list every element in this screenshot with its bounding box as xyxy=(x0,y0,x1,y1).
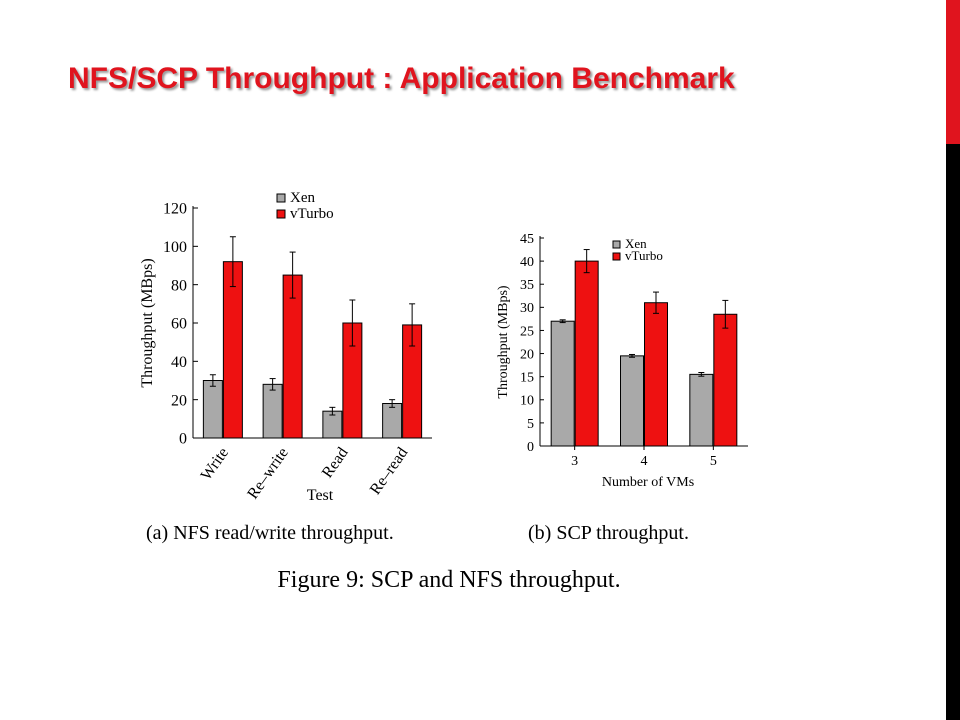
y-tick-label: 0 xyxy=(527,440,534,455)
y-tick-label: 30 xyxy=(520,301,534,316)
y-tick-label: 45 xyxy=(520,232,534,247)
y-tick-label: 10 xyxy=(520,394,534,409)
slide-title: NFS/SCP Throughput : Application Benchma… xyxy=(68,62,735,95)
y-axis-label: Throughput (MBps) xyxy=(496,285,511,399)
x-tick-label: 5 xyxy=(710,454,717,469)
x-axis-label: Test xyxy=(307,487,334,504)
y-tick-label: 35 xyxy=(520,278,534,293)
y-tick-label: 40 xyxy=(171,354,187,371)
bar-xen-1 xyxy=(620,355,644,447)
x-axis-label: Number of VMs xyxy=(602,475,694,490)
x-tick-label: 3 xyxy=(571,454,578,469)
legend-label-vturbo: vTurbo xyxy=(625,248,663,263)
y-axis-label: Throughput (MBps) xyxy=(139,258,156,387)
y-tick-label: 120 xyxy=(163,201,187,218)
legend-swatch-xen xyxy=(276,193,286,203)
legend-swatch-vturbo xyxy=(612,252,621,261)
y-tick-label: 5 xyxy=(527,417,534,432)
legend-label-vturbo: vTurbo xyxy=(290,206,334,222)
bar-xen-0 xyxy=(550,320,575,447)
legend-label-xen: Xen xyxy=(625,236,647,251)
legend-label-xen: Xen xyxy=(290,190,315,206)
bar-vturbo-0 xyxy=(574,260,599,447)
y-tick-label: 60 xyxy=(171,316,187,333)
caption-b: (b) SCP throughput. xyxy=(528,522,689,544)
y-tick-label: 20 xyxy=(171,392,187,409)
y-tick-label: 20 xyxy=(520,347,534,362)
caption-a: (a) NFS read/write throughput. xyxy=(146,522,394,544)
sidebar-accent-black xyxy=(946,144,960,720)
y-tick-label: 25 xyxy=(520,324,534,339)
legend-swatch-xen xyxy=(612,240,621,249)
y-tick-label: 100 xyxy=(163,239,187,256)
y-tick-label: 80 xyxy=(171,277,187,294)
bar-vturbo-2 xyxy=(713,313,738,447)
x-tick-label: 4 xyxy=(641,454,648,469)
sidebar-accent-red xyxy=(946,0,960,144)
y-tick-label: 40 xyxy=(520,255,534,270)
y-tick-label: 15 xyxy=(520,371,534,386)
bar-xen-2 xyxy=(689,373,714,447)
bar-vturbo-1 xyxy=(644,302,668,447)
y-tick-label: 0 xyxy=(179,431,187,448)
legend-swatch-vturbo xyxy=(276,209,286,219)
figure-caption: Figure 9: SCP and NFS throughput. xyxy=(277,567,621,593)
